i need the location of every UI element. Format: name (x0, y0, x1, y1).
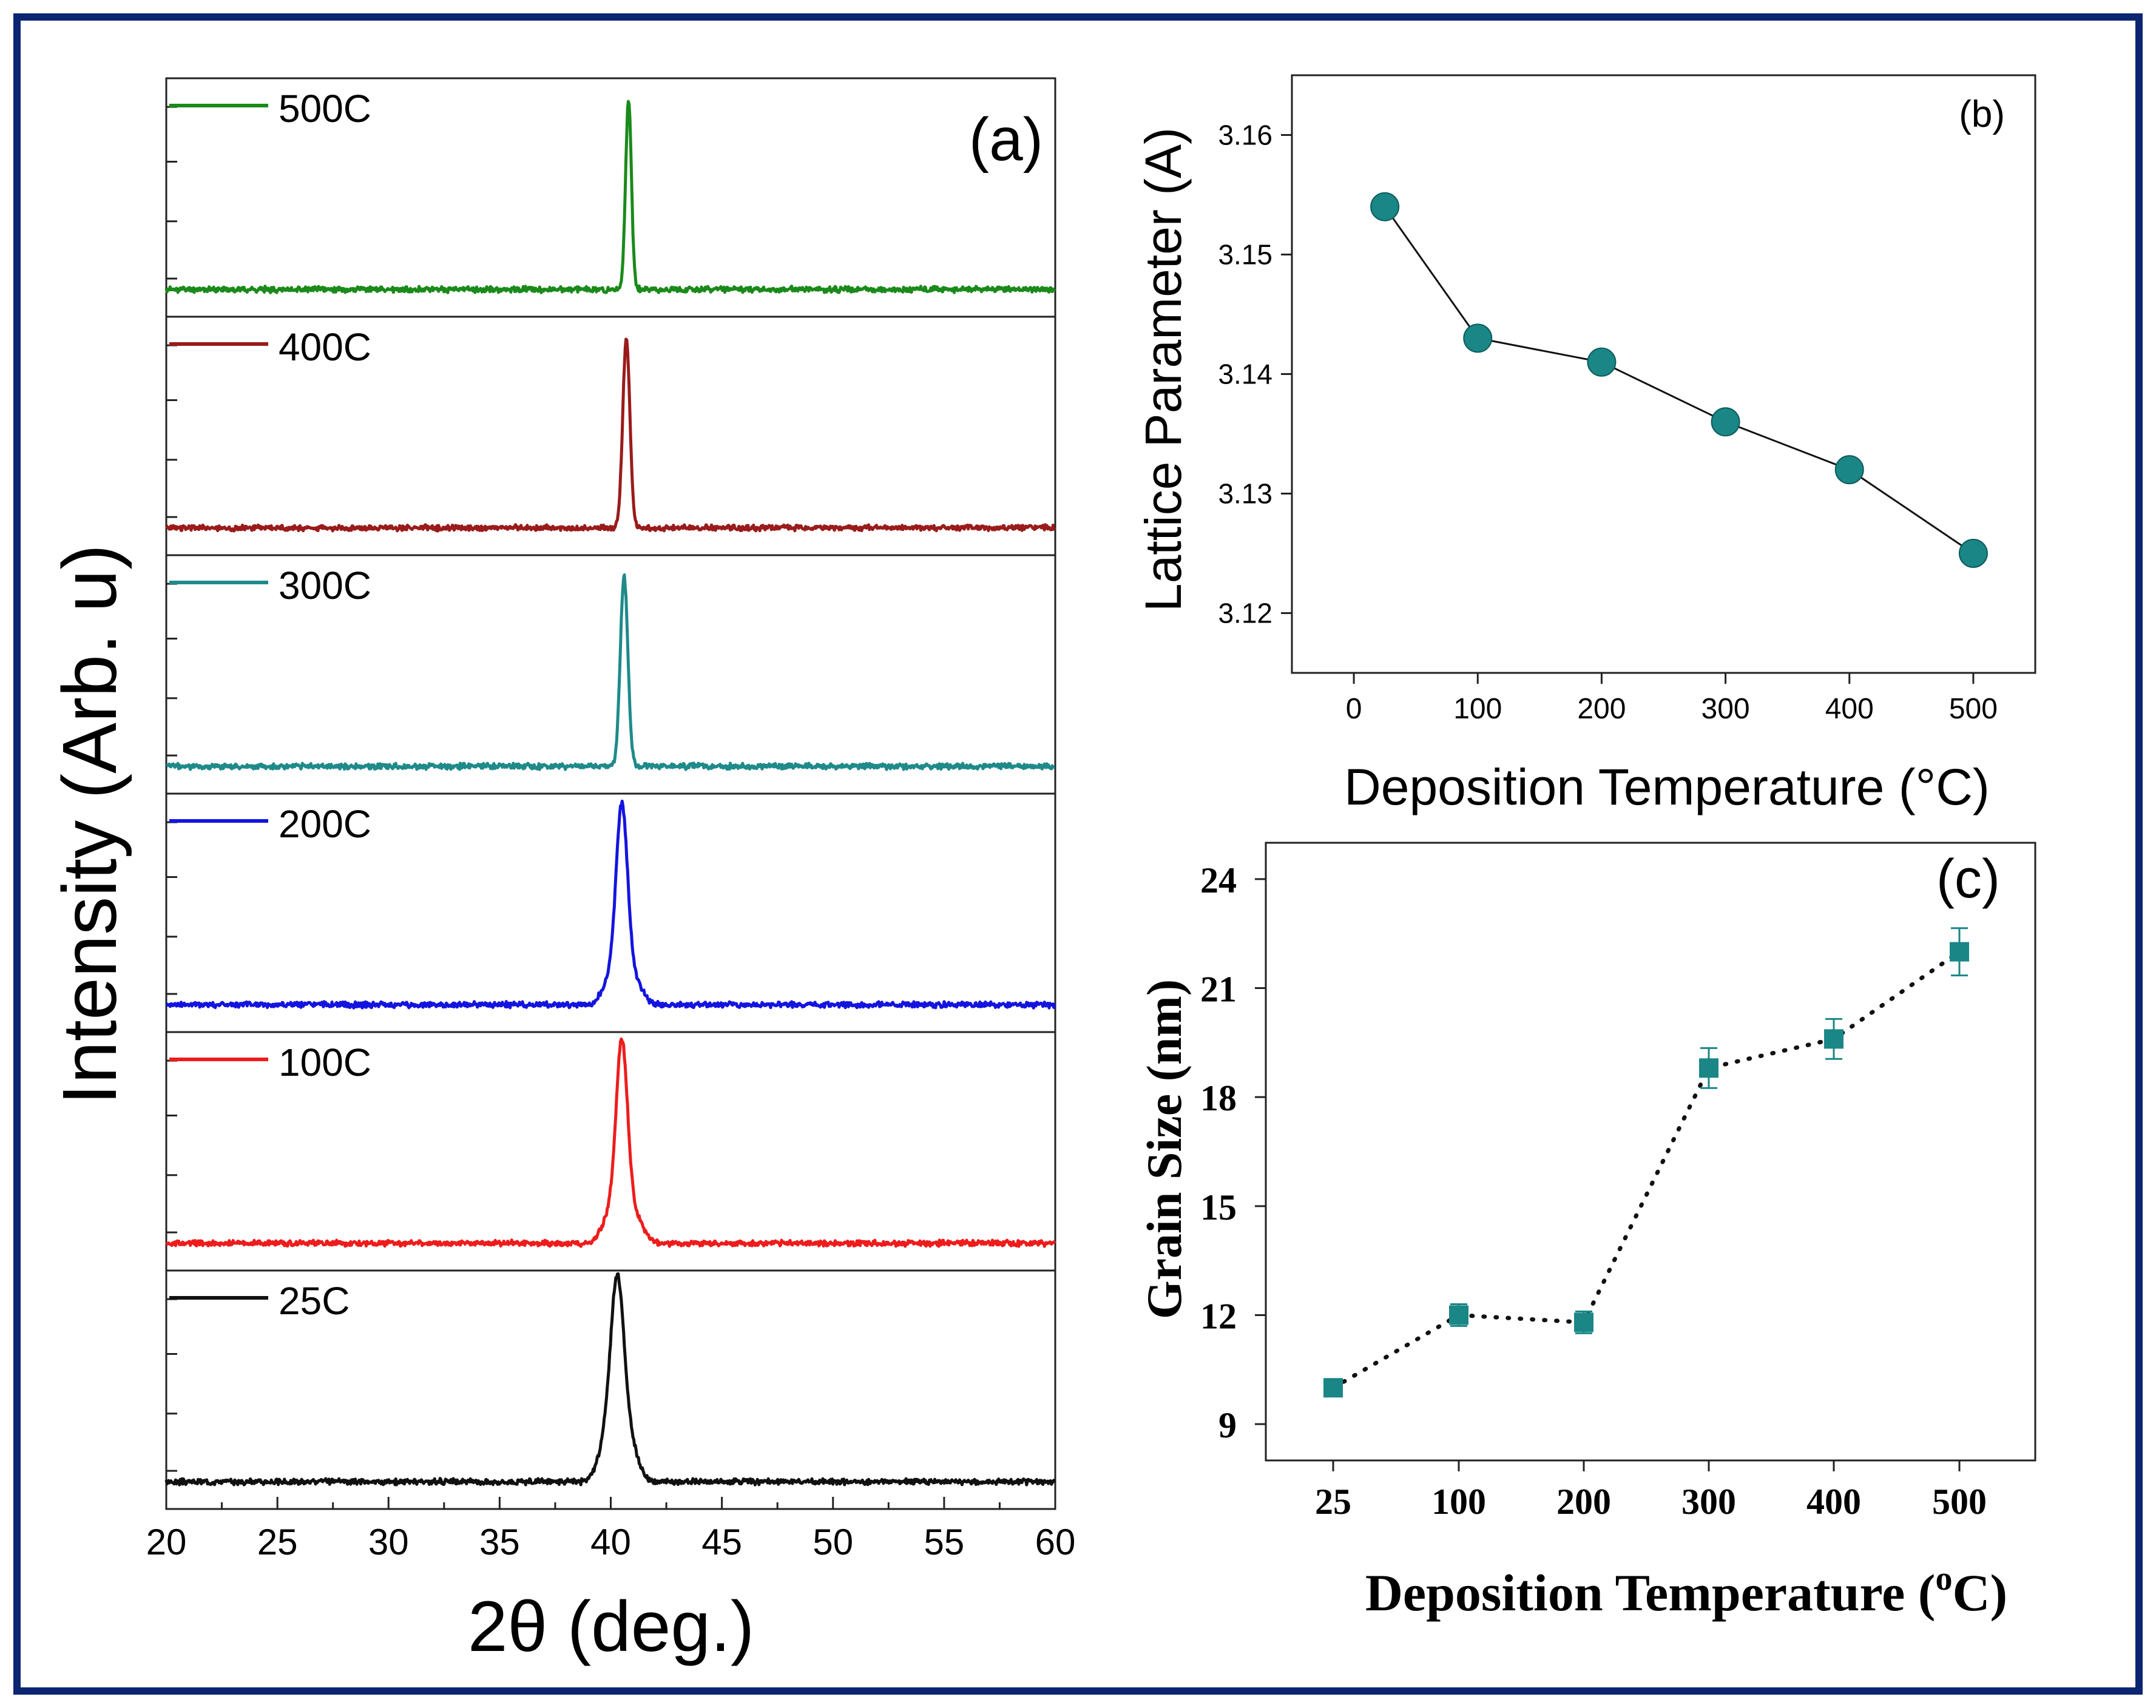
figure-canvas: 500C 400C 300C 200C 100C 25C 20 25 30 35 40 45 50 55… (47, 74, 2036, 1667)
panel-a-trace-200C (165, 799, 1056, 1010)
panel-a-x-tick-label: 35 (479, 1522, 520, 1562)
panel-c-y-tick-label: 15 (1200, 1187, 1237, 1227)
panel-a-trace-500C (164, 100, 1056, 294)
panel-a-x-tick-label: 60 (1035, 1522, 1076, 1562)
panel-c-label: (c) (1936, 849, 2000, 910)
panel-c-point (1699, 1058, 1718, 1078)
panel-b-label: (b) (1959, 93, 2005, 135)
panel-b-y-tick-label: 3.12 (1218, 598, 1272, 629)
panel-b-x-tick-label: 100 (1453, 693, 1502, 725)
panel-b-points (1370, 192, 1988, 568)
panel-a-x-tick-label: 50 (813, 1522, 853, 1562)
panel-c-ticks: 25 100 200 300 400 500 9 12 15 18 21 24 (1200, 860, 1987, 1522)
panel-b-x-tick-label: 400 (1825, 693, 1874, 725)
panel-a-trace-100C (164, 1037, 1056, 1248)
panel-b-point (1711, 407, 1740, 437)
panel-c-point (1824, 1029, 1843, 1049)
panel-a-trace-25C (164, 1272, 1056, 1487)
panel-c-x-tick-label: 400 (1806, 1482, 1861, 1522)
panel-c-y-axis-label: Grain Size (nm) (1137, 979, 1192, 1319)
panel-c-y-tick-label: 18 (1200, 1078, 1237, 1118)
panel-c-x-tick-label: 200 (1556, 1482, 1611, 1522)
panel-a-x-tick-label: 55 (924, 1522, 965, 1562)
figure-frame: 500C 400C 300C 200C 100C 25C 20 25 30 35 40 45 50 55… (13, 13, 2143, 1695)
panel-c-y-tick-label: 9 (1218, 1405, 1237, 1445)
panel-b-point (1370, 192, 1400, 221)
panel-c-x-axis-label-unit: C) (1952, 1564, 2007, 1622)
panel-b-ticks: 0 100 200 300 400 500 3.12 3.13 3.14 3.15 3.16 (1218, 120, 1997, 726)
panel-a-legend-label-100C: 100C (279, 1041, 371, 1084)
panel-b-series-line (1384, 206, 1974, 555)
panel-c-error-bars (1325, 927, 1968, 1396)
panel-a-legend-label-300C: 300C (279, 564, 371, 607)
panel-c-series-line (1331, 950, 1962, 1390)
panel-c-y-tick-label: 24 (1200, 860, 1237, 900)
panel-b-x-axis-label: Deposition Temperature (°C) (1344, 758, 1990, 815)
panel-c-x-tick-label: 300 (1681, 1482, 1736, 1522)
panel-c-x-tick-label: 100 (1431, 1482, 1486, 1522)
panel-c-x-tick-label: 25 (1315, 1482, 1351, 1522)
panel-a-trace-400C (164, 337, 1056, 533)
panel-b-point (1958, 539, 1988, 568)
panel-c-frame (1265, 842, 2036, 1462)
panel-c-x-axis-label-main: Deposition Temperature ( (1365, 1564, 1936, 1622)
panel-c-points (1323, 942, 1969, 1398)
panel-a-legends: 500C 400C 300C 200C 100C 25C (169, 87, 371, 1323)
panel-a-traces (164, 100, 1056, 1487)
panel-c-x-axis-label: Deposition Temperature (oC) (1365, 1560, 2007, 1622)
panel-c-y-tick-label: 12 (1200, 1296, 1237, 1336)
panel-a-x-ticks: 20 25 30 35 40 45 50 55 60 (146, 1497, 1076, 1562)
panel-a-legend-label-200C: 200C (279, 802, 371, 846)
panel-c-point (1323, 1378, 1343, 1398)
panel-c-y-tick-label: 21 (1200, 970, 1237, 1010)
panel-b-point (1587, 347, 1617, 377)
panel-c-point (1950, 942, 1969, 962)
panel-a-label: (a) (969, 106, 1043, 174)
panel-c-x-axis-label-degree: o (1935, 1560, 1952, 1598)
panel-b-y-axis-label: Lattice Parameter (A) (1135, 127, 1192, 612)
panel-b-frame (1291, 74, 2036, 674)
panel-b-point (1463, 323, 1493, 353)
panel-c-point (1449, 1305, 1468, 1325)
panel-b-y-tick-label: 3.15 (1218, 239, 1272, 271)
panel-a-xrd: 500C 400C 300C 200C 100C 25C 20 25 30 35 40 45 50 55… (47, 77, 1076, 1667)
panel-a-legend-label-25C: 25C (279, 1279, 350, 1323)
panel-a-x-tick-label: 20 (146, 1522, 187, 1562)
panel-a-legend-label-400C: 400C (279, 325, 371, 369)
panel-b-y-tick-label: 3.14 (1218, 359, 1272, 390)
panel-a-x-tick-label: 25 (257, 1522, 298, 1562)
panel-b-x-tick-label: 500 (1949, 693, 1998, 725)
panel-a-trace-300C (165, 573, 1056, 771)
panel-c-grain-size: 25 100 200 300 400 500 9 12 15 18 21 24 (c) Deposit… (1137, 842, 2036, 1622)
panel-a-y-axis-label: Intensity (Arb. u) (47, 544, 132, 1105)
panel-a-legend-label-500C: 500C (279, 87, 371, 130)
panel-b-point (1834, 455, 1864, 485)
panel-b-x-tick-label: 300 (1701, 693, 1750, 725)
panel-a-x-tick-label: 30 (368, 1522, 409, 1562)
panel-b-x-tick-label: 200 (1577, 693, 1626, 725)
panel-b-y-tick-label: 3.16 (1218, 120, 1272, 151)
panel-b-lattice: 0 100 200 300 400 500 3.12 3.13 3.14 3.15 3.16 (b)… (1135, 74, 2036, 815)
panel-b-y-tick-label: 3.13 (1218, 478, 1272, 510)
panel-c-point (1574, 1312, 1593, 1332)
panel-a-x-tick-label: 45 (701, 1522, 742, 1562)
panel-b-x-tick-label: 0 (1346, 693, 1362, 725)
panel-a-x-tick-label: 40 (590, 1522, 631, 1562)
panel-c-x-tick-label: 500 (1932, 1482, 1987, 1522)
panel-a-x-axis-label: 2θ (deg.) (468, 1587, 754, 1667)
